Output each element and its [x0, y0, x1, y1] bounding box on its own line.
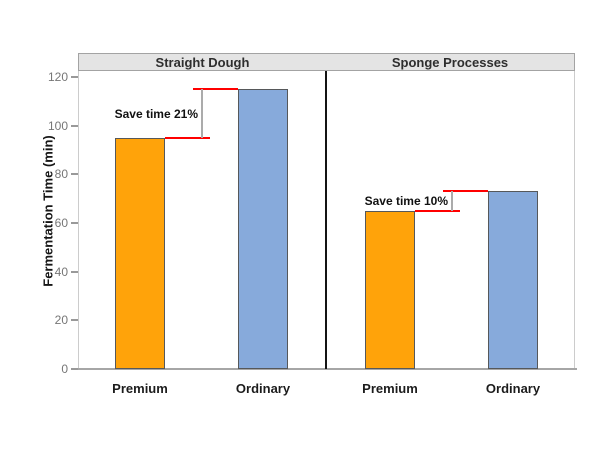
- annotation-line-ordinary-level: [443, 190, 488, 193]
- annotation-save-time: Save time 21%: [114, 106, 198, 121]
- annotation-line-premium-level: [415, 209, 460, 212]
- y-tick-mark: [71, 270, 78, 273]
- y-tick-label: 40: [54, 264, 68, 279]
- x-axis-line: [71, 368, 577, 370]
- y-tick-mark: [71, 319, 78, 322]
- annotation-connector: [451, 191, 453, 211]
- panel-header-sponge-processes: Sponge Processes: [326, 53, 575, 71]
- panel-divider-line: [325, 71, 327, 369]
- panel-header-straight-dough: Straight Dough: [78, 53, 327, 71]
- bar-ordinary-2: [488, 191, 538, 369]
- y-tick-mark: [71, 222, 78, 224]
- bar-ordinary-1: [238, 89, 288, 369]
- bar-premium-2: [365, 210, 415, 369]
- y-tick-mark: [71, 173, 78, 176]
- x-category-label: Premium: [362, 381, 418, 396]
- annotation-save-time: Save time 10%: [364, 194, 448, 209]
- x-category-label: Ordinary: [485, 381, 541, 396]
- y-tick-label: 120: [47, 70, 68, 84]
- y-tick-mark: [71, 124, 78, 127]
- y-tick-label: 0: [61, 362, 68, 376]
- y-tick-label: 20: [54, 313, 68, 328]
- x-category-label: Ordinary: [235, 381, 291, 396]
- annotation-line-ordinary-level: [193, 88, 238, 91]
- annotation-connector: [201, 89, 203, 138]
- y-tick-label: 60: [54, 216, 68, 230]
- annotation-line-premium-level: [165, 136, 210, 139]
- y-tick-label: 100: [47, 118, 68, 133]
- y-tick-mark: [71, 76, 78, 78]
- y-tick-label: 80: [54, 167, 68, 182]
- bar-premium-1: [115, 137, 165, 369]
- y-tick-mark: [71, 368, 78, 370]
- x-category-label: Premium: [112, 381, 168, 396]
